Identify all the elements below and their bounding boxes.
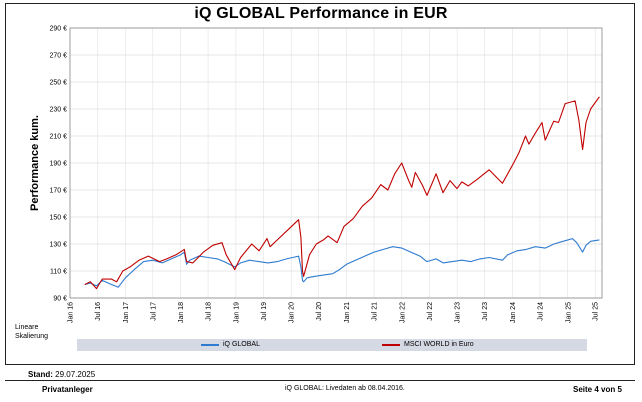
footer-divider — [5, 380, 635, 381]
legend-label-iq-global: iQ GLOBAL — [223, 341, 260, 348]
x-tick-label: Jan 17 — [123, 302, 130, 323]
x-tick-label: Jan 23 — [455, 302, 462, 323]
as-of-value: 29.07.2025 — [55, 370, 96, 379]
x-tick-label: Jul 17 — [150, 302, 157, 321]
legend-swatch-iq-global — [201, 344, 219, 346]
legend-item-iq-global: iQ GLOBAL — [201, 340, 260, 350]
y-tick-label: 290 € — [49, 26, 67, 33]
x-tick-label: Jul 19 — [261, 302, 268, 321]
series-line-iq-global — [84, 238, 600, 288]
page-number: Seite 4 von 5 — [573, 385, 622, 394]
y-tick-label: 170 € — [49, 188, 67, 195]
y-tick-label: 130 € — [49, 242, 67, 249]
legend: iQ GLOBAL MSCI WORLD in Euro — [77, 339, 587, 351]
x-tick-label: Jan 19 — [233, 302, 240, 323]
x-tick-label: Jan 20 — [289, 302, 296, 323]
scale-note: Lineare Skalierung — [15, 323, 48, 341]
y-tick-label: 150 € — [49, 215, 67, 222]
series-lines — [84, 96, 600, 290]
y-tick-label: 210 € — [49, 134, 67, 141]
y-tick-label: 250 € — [49, 80, 67, 87]
x-tick-label: Jan 22 — [399, 302, 406, 323]
as-of-date: Stand: 29.07.2025 — [28, 370, 95, 379]
y-tick-labels: 90 € 110 € 130 € 150 € 170 € 190 € 210 € 230 € 2… — [49, 26, 67, 303]
y-tick-label: 230 € — [49, 107, 67, 114]
footer-audience: Privatanleger — [42, 385, 93, 394]
x-tick-label: Jul 18 — [206, 302, 213, 321]
plot-border — [69, 27, 603, 299]
x-tick-label: Jan 21 — [344, 302, 351, 323]
x-tick-label: Jan 16 — [68, 302, 75, 323]
y-tick-label: 270 € — [49, 53, 67, 60]
x-tick-label: Jul 16 — [95, 302, 102, 321]
x-tick-label: Jul 24 — [537, 302, 544, 321]
legend-swatch-msci-world — [382, 344, 400, 346]
x-tick-label: Jul 23 — [482, 302, 489, 321]
series-line-msci-world — [84, 96, 600, 290]
grid-lines — [69, 27, 602, 299]
y-tick-label: 190 € — [49, 161, 67, 168]
legend-label-msci-world: MSCI WORLD in Euro — [404, 341, 474, 348]
x-tick-label: Jan 25 — [565, 302, 572, 323]
scale-note-line2: Skalierung — [15, 333, 49, 340]
y-tick-label: 90 € — [53, 296, 67, 303]
x-tick-label: Jan 18 — [178, 302, 185, 323]
plot-area: 90 € 110 € 130 € 150 € 170 € 190 € 210 € 230 € 2… — [49, 26, 603, 323]
chart-frame — [5, 3, 635, 365]
x-tick-labels: Jan 16 Jul 16 Jan 17 Jul 17 Jan 18 Jul 18 Jan … — [68, 302, 600, 323]
as-of-label: Stand: — [28, 370, 53, 379]
y-tick-label: 110 € — [50, 269, 67, 276]
x-tick-label: Jul 21 — [372, 302, 379, 321]
scale-note-line1: Lineare — [15, 324, 39, 331]
legend-item-msci-world: MSCI WORLD in Euro — [382, 340, 474, 350]
chart-title: iQ GLOBAL Performance in EUR — [194, 5, 448, 22]
x-tick-label: Jul 22 — [427, 302, 434, 321]
x-tick-label: Jan 24 — [510, 302, 517, 323]
x-tick-label: Jul 25 — [593, 302, 600, 321]
footer-note: iQ GLOBAL: Livedaten ab 08.04.2016. — [285, 385, 405, 392]
x-tick-label: Jul 20 — [316, 302, 323, 321]
